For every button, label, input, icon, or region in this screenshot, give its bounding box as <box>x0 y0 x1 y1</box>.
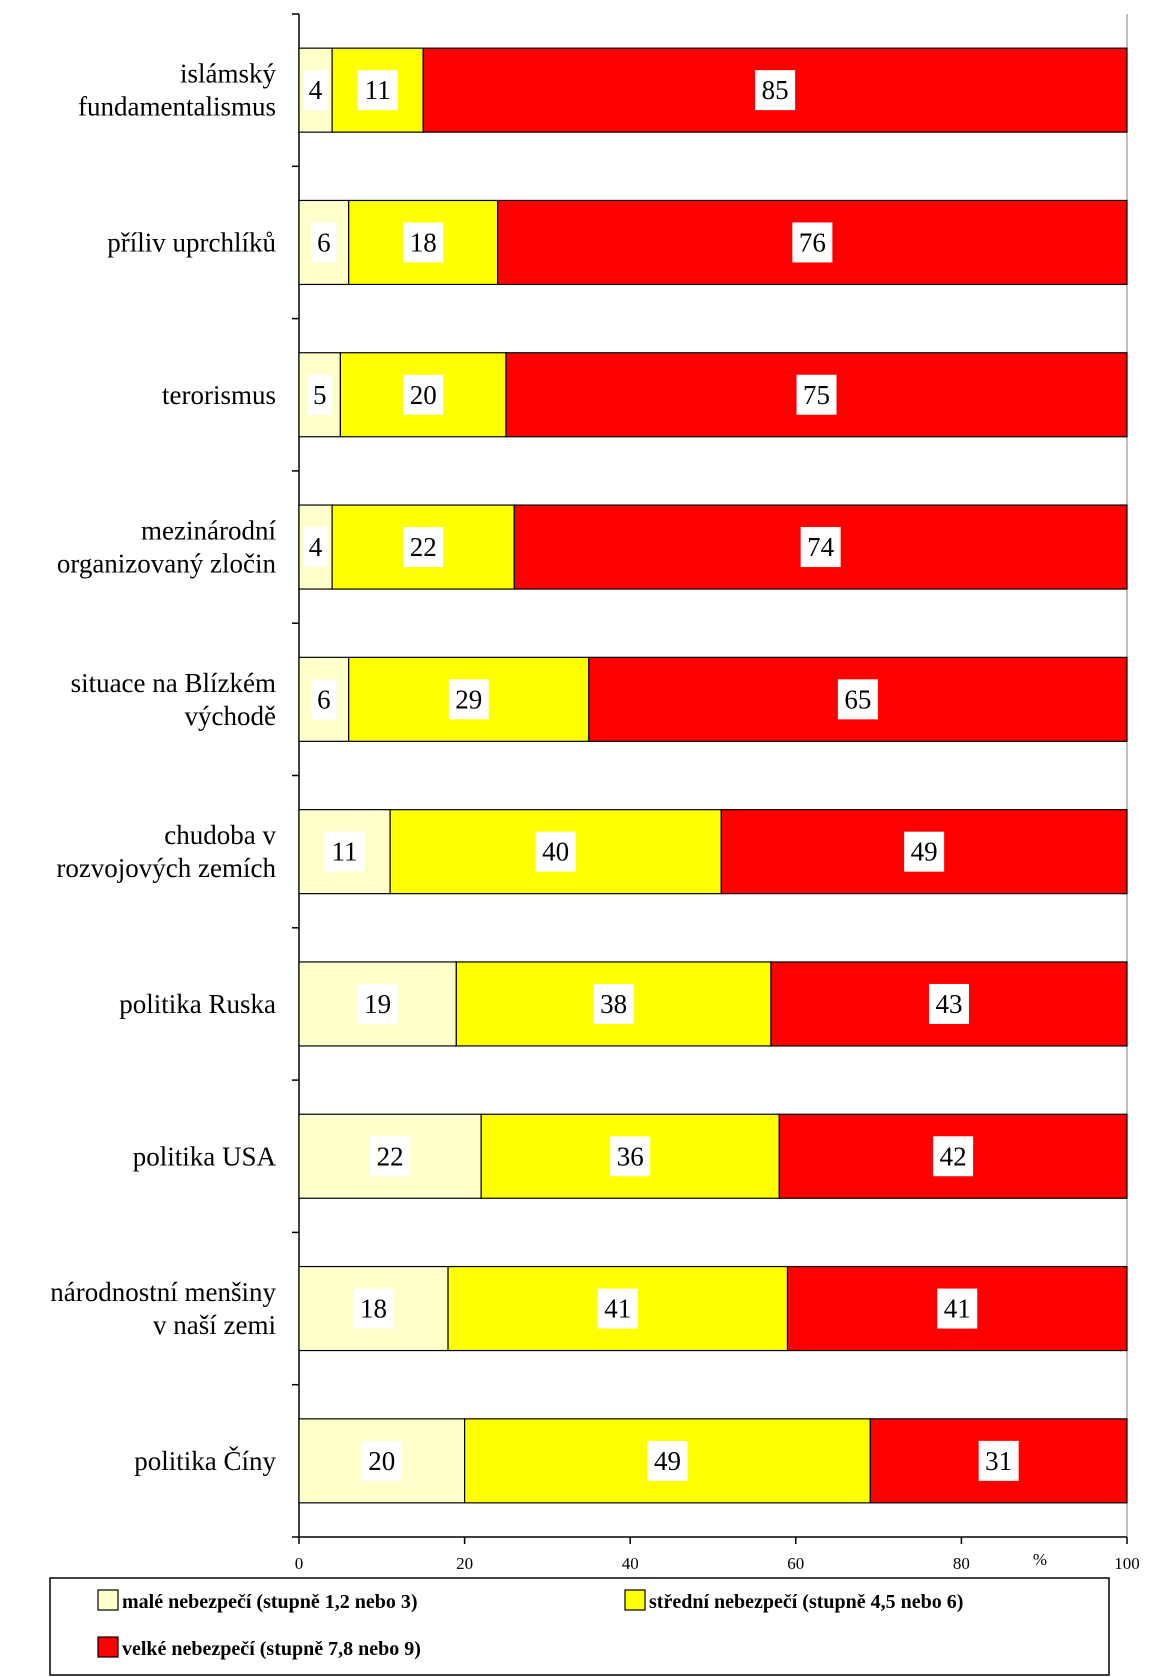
bar-segment <box>447 1265 789 1352</box>
category-label: situace na Blízkém <box>71 668 276 698</box>
data-label: 49 <box>654 1446 681 1476</box>
data-label-bg <box>755 70 796 111</box>
bar-segment <box>770 961 1128 1047</box>
data-label: 65 <box>844 684 871 714</box>
data-label-bg <box>593 983 634 1024</box>
category-label: mezinárodní <box>141 516 276 546</box>
category-label: národnostní menšiny <box>50 1277 276 1307</box>
data-label: 42 <box>940 1141 967 1171</box>
data-label: 36 <box>617 1141 644 1171</box>
data-label: 22 <box>410 532 437 562</box>
data-label: 20 <box>368 1446 395 1476</box>
data-label-bg <box>324 831 365 872</box>
data-label-bg <box>597 1288 638 1329</box>
data-label: 4 <box>309 75 323 105</box>
data-label-bg <box>311 679 337 720</box>
data-label-bg <box>303 527 329 568</box>
data-label-bg <box>370 1136 411 1177</box>
data-label-bg <box>307 374 333 415</box>
data-label: 11 <box>365 75 391 105</box>
x-unit-label: % <box>1033 1550 1047 1569</box>
bars-group: 4 11 85 6 18 76 5 20 75 4 22 74 6 29 65 11 40 49 19 38 43 22 3… <box>298 47 1128 1504</box>
data-label: 75 <box>803 380 830 410</box>
data-label: 18 <box>360 1294 387 1324</box>
x-axis: 0 20 40 60 80 100% <box>295 1536 1140 1573</box>
data-label-bg <box>978 1440 1019 1481</box>
x-tick-label: 80 <box>953 1554 970 1573</box>
legend-swatch <box>624 1589 646 1611</box>
data-label-bg <box>448 679 489 720</box>
data-label: 6 <box>317 684 331 714</box>
x-tick-label: 20 <box>456 1554 473 1573</box>
data-label: 85 <box>762 75 789 105</box>
data-label-bg <box>928 983 969 1024</box>
data-label: 5 <box>313 380 327 410</box>
data-label: 41 <box>604 1294 631 1324</box>
legend: malé nebezpečí (stupně 1,2 nebo 3) středn… <box>49 1577 1110 1676</box>
legend-box <box>49 1577 1110 1676</box>
data-label: 29 <box>455 684 482 714</box>
data-label: 38 <box>600 989 627 1019</box>
data-label: 20 <box>410 380 437 410</box>
x-tick-label: 60 <box>787 1554 804 1573</box>
data-label: 41 <box>944 1294 971 1324</box>
data-label-bg <box>610 1136 651 1177</box>
legend-swatch <box>97 1589 119 1611</box>
data-label-bg <box>361 1440 402 1481</box>
data-label: 19 <box>364 989 391 1019</box>
data-label-bg <box>796 374 837 415</box>
data-label-bg <box>647 1440 688 1481</box>
legend-label: malé nebezpečí (stupně 1,2 nebo 3) <box>122 1591 418 1613</box>
data-label-bg <box>403 527 444 568</box>
data-label-bg <box>353 1288 394 1329</box>
data-label-bg <box>904 831 945 872</box>
data-label: 6 <box>317 227 331 257</box>
data-label-bg <box>937 1288 978 1329</box>
category-label: v naší zemi <box>153 1310 276 1340</box>
data-label: 18 <box>410 227 437 257</box>
data-label: 49 <box>911 837 938 867</box>
category-label: rozvojových zemích <box>56 853 276 883</box>
legend-label: střední nebezpečí (stupně 4,5 nebo 6) <box>649 1591 963 1613</box>
category-label: fundamentalismus <box>78 92 276 122</box>
data-label-bg <box>303 70 329 111</box>
data-label-bg <box>403 222 444 263</box>
data-label-bg <box>357 70 398 111</box>
category-label: východě <box>185 701 276 731</box>
category-label: politika USA <box>133 1141 277 1171</box>
x-tick-label: 0 <box>295 1554 304 1573</box>
data-label-bg <box>535 831 576 872</box>
category-label: islámský <box>180 59 277 89</box>
category-label: chudoba v <box>164 820 276 850</box>
x-tick-label: 40 <box>622 1554 639 1573</box>
category-label: politika Číny <box>134 1446 276 1476</box>
data-label-bg <box>357 983 398 1024</box>
data-label: 43 <box>935 989 962 1019</box>
category-label: příliv uprchlíků <box>107 227 276 257</box>
data-label: 11 <box>332 837 358 867</box>
data-label: 4 <box>309 532 323 562</box>
x-tick-label: 100 <box>1114 1554 1140 1573</box>
data-label-bg <box>800 527 841 568</box>
data-label: 74 <box>807 532 835 562</box>
legend-label: velké nebezpečí (stupně 7,8 nebo 9) <box>122 1638 421 1660</box>
category-label: politika Ruska <box>119 989 276 1019</box>
data-label-bg <box>403 374 444 415</box>
legend-swatch <box>97 1636 119 1658</box>
data-label: 22 <box>377 1141 404 1171</box>
data-label: 40 <box>542 837 569 867</box>
data-label-bg <box>837 679 878 720</box>
category-label: organizovaný zločin <box>57 549 277 579</box>
data-label-bg <box>933 1136 974 1177</box>
data-label: 76 <box>799 227 826 257</box>
data-label-bg <box>792 222 833 263</box>
data-label: 31 <box>985 1446 1012 1476</box>
category-label: terorismus <box>162 380 276 410</box>
data-label-bg <box>311 222 337 263</box>
bar-segment <box>339 352 507 438</box>
